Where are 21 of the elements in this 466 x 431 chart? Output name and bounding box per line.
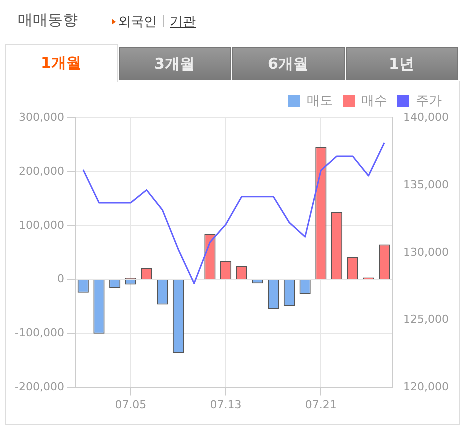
legend-label: 매수 xyxy=(362,94,388,109)
y-tick-label: -200,000 xyxy=(14,380,64,394)
y-tick-label: 100,000 xyxy=(18,218,64,232)
legend-label: 주가 xyxy=(416,94,442,109)
x-tick-label: 07.13 xyxy=(210,398,242,412)
y2-tick-label: 120,000 xyxy=(404,380,450,394)
legend-label: 매도 xyxy=(307,94,333,109)
chart-title: 매매동향 xyxy=(18,11,78,30)
y-tick-label: -100,000 xyxy=(14,326,64,340)
y-tick-label: 0 xyxy=(57,272,64,286)
text: 1개월 xyxy=(5,44,118,82)
y-tick-label: 200,000 xyxy=(18,164,64,178)
y2-tick-label: 135,000 xyxy=(404,178,450,192)
y2-tick-label: 130,000 xyxy=(404,246,450,259)
x-tick-label: 07.21 xyxy=(305,398,337,412)
y2-tick-label: 140,000 xyxy=(404,110,450,124)
text: 외국인 xyxy=(118,15,157,30)
y2-tick-label: 125,000 xyxy=(404,313,450,326)
y-tick-label: 300,000 xyxy=(18,110,64,124)
text: 기관 xyxy=(170,15,196,30)
x-tick-label: 07.05 xyxy=(115,398,147,412)
